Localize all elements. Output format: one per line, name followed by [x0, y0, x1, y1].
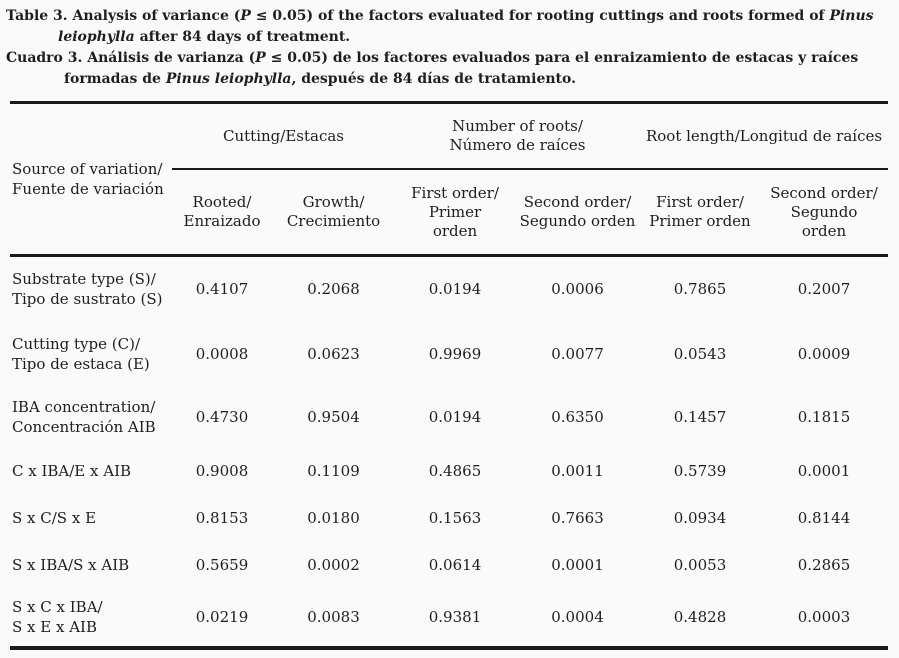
table-row: IBA concentration/Concentración AIB 0.47…: [10, 387, 888, 448]
value-cell: 0.0001: [797, 462, 851, 480]
value-cell: 0.0934: [673, 509, 727, 527]
row-label: S x C/S x E: [12, 509, 97, 527]
caption-line: leiophylla after 84 days of treatment.: [58, 29, 351, 45]
table-row: Substrate type (S)/Tipo de sustrato (S) …: [10, 256, 888, 322]
subheader-roots-second-order: Second order/Segundo orden: [515, 169, 640, 257]
value-cell: 0.9969: [428, 345, 482, 363]
caption-line: formadas de Pinus leiophylla, después de…: [64, 71, 576, 87]
value-cell: 0.0011: [551, 462, 604, 480]
value-cell: 0.0002: [307, 556, 360, 574]
row-label: C x IBA/E x AIB: [12, 462, 132, 480]
subheader-rooted: Rooted/Enraizado: [172, 169, 272, 257]
value-cell: 0.0077: [551, 345, 604, 363]
table-row: Cutting type (C)/Tipo de estaca (E) 0.00…: [10, 322, 888, 387]
value-cell: 0.0083: [307, 608, 360, 626]
value-cell: 0.7663: [551, 509, 604, 527]
caption-spanish: Cuadro 3. Análisis de varianza (P ≤ 0.05…: [6, 48, 894, 90]
row-label: Cutting type (C)/Tipo de estaca (E): [12, 335, 150, 373]
value-cell: 0.1815: [797, 408, 851, 426]
value-cell: 0.0194: [428, 280, 482, 299]
subheader-length-second-order: Second order/Segundo orden: [760, 169, 889, 257]
value-cell: 0.6350: [551, 408, 604, 426]
table-row: C x IBA/E x AIB 0.9008 0.1109 0.4865 0.0…: [10, 448, 888, 495]
value-cell: 0.0180: [307, 509, 360, 527]
value-cell: 0.5739: [673, 462, 727, 480]
group-header-row: Source of variation/Fuente de variación …: [10, 102, 889, 257]
value-cell: 0.0006: [551, 280, 604, 299]
value-cell: 0.0219: [195, 608, 249, 626]
stub-header-source-of-variation: Source of variation/Fuente de variación: [10, 102, 172, 257]
table-captions: Table 3. Analysis of variance (P ≤ 0.05)…: [6, 6, 894, 90]
value-cell: 0.1563: [428, 509, 482, 527]
caption-english: Table 3. Analysis of variance (P ≤ 0.05)…: [6, 6, 894, 48]
table-row: S x C x IBA/S x E x AIB 0.0219 0.0083 0.…: [10, 589, 888, 648]
value-cell: 0.9008: [195, 462, 249, 480]
value-cell: 0.0009: [797, 345, 851, 363]
subheader-growth: Growth/Crecimiento: [272, 169, 395, 257]
row-label: IBA concentration/Concentración AIB: [12, 398, 156, 436]
value-cell: 0.8144: [797, 509, 851, 527]
table-row: S x C/S x E 0.8153 0.0180 0.1563 0.7663 …: [10, 495, 888, 542]
value-cell: 0.2068: [307, 280, 360, 299]
value-cell: 0.0194: [428, 408, 482, 426]
subheader-row: Rooted/Enraizado Growth/Crecimiento Firs…: [10, 169, 889, 257]
value-cell: 0.4828: [673, 608, 727, 626]
row-label: Substrate type (S)/Tipo de sustrato (S): [12, 270, 163, 309]
value-cell: 0.8153: [195, 509, 249, 527]
table-row: S x IBA/S x AIB 0.5659 0.0002 0.0614 0.0…: [10, 542, 888, 589]
value-cell: 0.0001: [551, 556, 604, 574]
group-header-cutting: Cutting/Estacas: [172, 102, 395, 170]
value-cell: 0.5659: [195, 556, 249, 574]
caption-line: Cuadro 3. Análisis de varianza (P ≤ 0.05…: [6, 50, 859, 66]
value-cell: 0.4107: [195, 280, 249, 299]
value-cell: 0.4730: [195, 408, 249, 426]
value-cell: 0.2865: [797, 556, 851, 574]
value-cell: 0.0623: [307, 345, 360, 363]
value-cell: 0.0003: [797, 608, 851, 626]
value-cell: 0.9504: [307, 408, 360, 426]
value-cell: 0.0008: [195, 345, 249, 363]
row-label: S x C x IBA/S x E x AIB: [12, 598, 103, 636]
value-cell: 0.0053: [673, 556, 727, 574]
value-cell: 0.0614: [428, 556, 482, 574]
value-cell: 0.9381: [428, 608, 482, 626]
value-cell: 0.0543: [673, 345, 727, 363]
value-cell: 0.2007: [797, 280, 851, 299]
value-cell: 0.1109: [307, 462, 360, 480]
subheader-length-first-order: First order/Primer orden: [640, 169, 760, 257]
value-cell: 0.4865: [428, 462, 482, 480]
row-label: S x IBA/S x AIB: [12, 556, 130, 574]
anova-table: Source of variation/Fuente de variación …: [10, 101, 889, 650]
value-cell: 0.0004: [551, 608, 604, 626]
group-header-number-of-roots: Number of roots/Número de raíces: [395, 102, 640, 170]
caption-line: Table 3. Analysis of variance (P ≤ 0.05)…: [6, 8, 874, 24]
value-cell: 0.1457: [673, 408, 727, 426]
subheader-roots-first-order: First order/Primer orden: [395, 169, 515, 257]
group-header-root-length: Root length/Longitud de raíces: [640, 102, 889, 170]
value-cell: 0.7865: [673, 280, 727, 299]
